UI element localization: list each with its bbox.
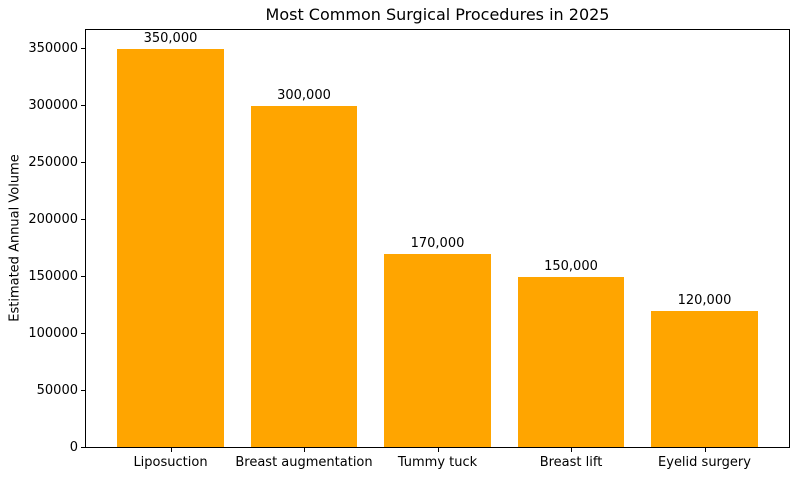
y-tick-mark — [81, 447, 85, 448]
y-tick-label: 100000 — [28, 326, 78, 341]
bar — [117, 49, 224, 448]
bar-value-label: 170,000 — [410, 236, 465, 252]
x-tick-label: Eyelid surgery — [658, 455, 751, 470]
y-tick-label: 0 — [69, 440, 78, 455]
x-tick-label: Tummy tuck — [397, 455, 478, 470]
y-tick-label: 150000 — [28, 269, 78, 284]
y-tick-label: 200000 — [28, 212, 78, 227]
bar-value-label: 120,000 — [677, 293, 732, 309]
y-tick-mark — [81, 219, 85, 220]
x-tick-mark — [304, 448, 305, 452]
bar — [250, 106, 358, 448]
y-tick-mark — [81, 162, 85, 163]
y-tick-label: 50000 — [36, 383, 78, 398]
bar-value-label: 350,000 — [143, 31, 198, 46]
bar-value-label: 150,000 — [544, 259, 598, 274]
x-tick-mark — [571, 448, 572, 452]
y-tick-label: 250000 — [28, 155, 78, 170]
bar — [384, 254, 491, 448]
y-tick-mark — [81, 105, 85, 106]
y-tick-mark — [81, 333, 85, 334]
y-tick-mark — [81, 390, 85, 391]
y-axis-title: Estimated Annual Volume — [7, 154, 23, 322]
x-tick-label: Breast lift — [539, 455, 603, 470]
bar-value-label: 300,000 — [277, 88, 331, 103]
y-tick-mark — [81, 276, 85, 277]
y-tick-mark — [81, 48, 85, 49]
x-tick-label: Breast augmentation — [235, 455, 373, 470]
bar — [517, 277, 625, 448]
chart-title: Most Common Surgical Procedures in 2025 — [265, 5, 610, 24]
x-tick-mark — [170, 448, 172, 452]
x-tick-mark — [704, 448, 706, 452]
y-tick-label: 350000 — [28, 41, 78, 56]
x-tick-mark — [437, 448, 439, 452]
x-tick-label: Liposuction — [133, 455, 208, 470]
y-tick-label: 300000 — [28, 98, 78, 113]
bar — [651, 311, 758, 448]
